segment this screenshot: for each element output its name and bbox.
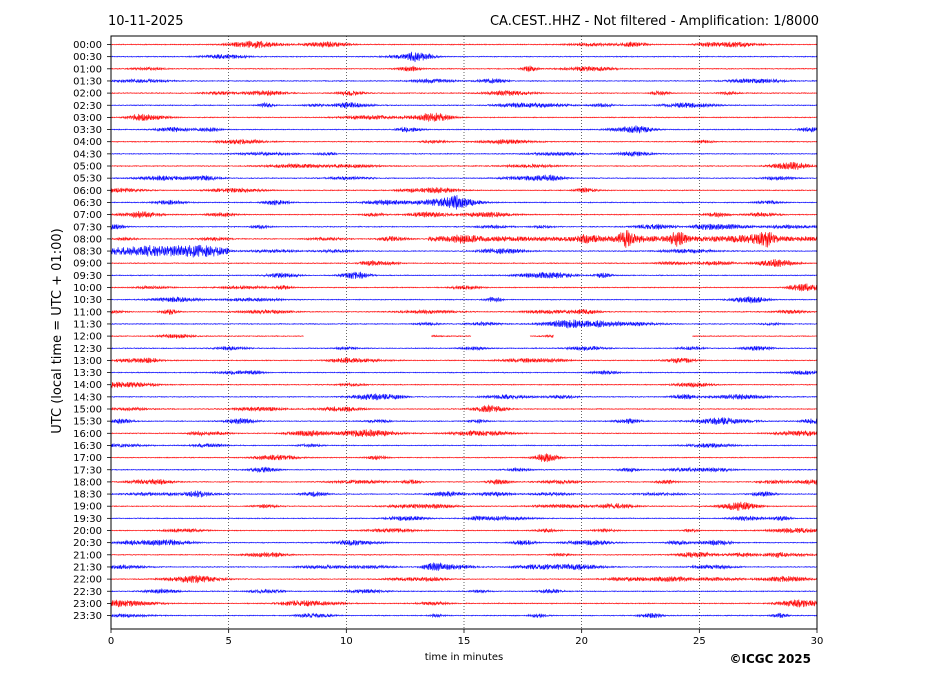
trace-2000 xyxy=(110,527,818,534)
trace-2030 xyxy=(110,539,818,547)
y-tick-label: 03:00 xyxy=(73,113,102,124)
y-tick-label: 14:00 xyxy=(73,380,102,391)
y-tick-label: 06:00 xyxy=(73,186,102,197)
y-tick-label: 05:00 xyxy=(73,162,102,173)
y-tick-label: 13:00 xyxy=(73,356,102,367)
x-tick-label: 0 xyxy=(108,636,114,647)
y-tick-label: 23:00 xyxy=(73,599,102,610)
y-tick-label: 02:00 xyxy=(73,89,102,100)
trace-1000 xyxy=(110,283,818,292)
y-tick-label: 04:00 xyxy=(73,137,102,148)
y-tick-label: 17:00 xyxy=(73,453,102,464)
x-tick-label: 25 xyxy=(693,636,706,647)
y-tick-label: 12:00 xyxy=(73,332,102,343)
x-tick-label: 5 xyxy=(225,636,231,647)
y-tick-label: 09:00 xyxy=(73,259,102,270)
y-tick-label: 18:00 xyxy=(73,477,102,488)
y-tick-label: 08:30 xyxy=(73,247,102,258)
trace-0100 xyxy=(110,65,818,73)
trace-1730 xyxy=(110,466,818,474)
x-tick-label: 10 xyxy=(340,636,353,647)
y-tick-label: 17:30 xyxy=(73,465,102,476)
y-tick-label: 15:30 xyxy=(73,417,102,428)
y-tick-label: 22:00 xyxy=(73,575,102,586)
y-tick-label: 16:00 xyxy=(73,429,102,440)
y-tick-label: 01:30 xyxy=(73,76,102,87)
y-tick-label: 00:30 xyxy=(73,52,102,63)
trace-0800 xyxy=(110,230,818,248)
x-tick-label: 30 xyxy=(811,636,824,647)
x-tick-labels: 0 5 10 15 20 25 30 xyxy=(108,629,824,647)
y-tick-label: 06:30 xyxy=(73,198,102,209)
y-tick-label: 04:30 xyxy=(73,149,102,160)
trace-0930 xyxy=(110,271,818,279)
trace-0630 xyxy=(110,195,818,210)
y-tick-label: 19:30 xyxy=(73,514,102,525)
y-tick-label: 10:30 xyxy=(73,295,102,306)
y-tick-label: 23:30 xyxy=(73,611,102,622)
trace-0900 xyxy=(110,259,818,268)
x-tick-label: 20 xyxy=(575,636,588,647)
y-tick-label: 09:30 xyxy=(73,271,102,282)
copyright-label: ©ICGC 2025 xyxy=(729,652,811,666)
y-tick-label: 22:30 xyxy=(73,587,102,598)
trace-2130 xyxy=(110,562,818,571)
date-label: 10-11-2025 xyxy=(108,14,184,29)
y-tick-label: 18:30 xyxy=(73,490,102,501)
trace-1830 xyxy=(110,490,818,498)
trace-1900 xyxy=(110,501,818,511)
y-axis-label: UTC (local time = UTC + 01:00) xyxy=(50,228,65,433)
trace-0000 xyxy=(110,40,818,49)
y-tick-label: 03:30 xyxy=(73,125,102,136)
trace-2100 xyxy=(110,551,818,559)
y-tick-label: 05:30 xyxy=(73,174,102,185)
y-tick-label: 10:00 xyxy=(73,283,102,294)
y-tick-label: 11:30 xyxy=(73,319,102,330)
y-tick-label: 20:00 xyxy=(73,526,102,537)
y-tick-label: 12:30 xyxy=(73,344,102,355)
trace-1800 xyxy=(110,478,818,486)
y-tick-label: 19:00 xyxy=(73,502,102,513)
y-tick-label: 07:30 xyxy=(73,222,102,233)
y-tick-label: 20:30 xyxy=(73,538,102,549)
trace-1030 xyxy=(110,296,818,304)
trace-1700 xyxy=(110,453,818,463)
y-tick-label: 02:30 xyxy=(73,101,102,112)
trace-1930 xyxy=(110,515,818,522)
grid-lines xyxy=(228,36,700,629)
y-tick-label: 21:30 xyxy=(73,562,102,573)
y-tick-label: 15:00 xyxy=(73,405,102,416)
y-tick-label: 08:00 xyxy=(73,234,102,245)
y-tick-label: 07:00 xyxy=(73,210,102,221)
y-tick-label: 00:00 xyxy=(73,40,102,51)
plot-frame xyxy=(110,35,818,630)
y-tick-label: 13:30 xyxy=(73,368,102,379)
y-tick-label: 21:00 xyxy=(73,550,102,561)
y-tick-label: 14:30 xyxy=(73,392,102,403)
x-tick-label: 15 xyxy=(458,636,471,647)
trace-0700 xyxy=(110,210,818,219)
y-tick-label: 16:30 xyxy=(73,441,102,452)
y-tick-label: 11:00 xyxy=(73,307,102,318)
trace-0130 xyxy=(110,77,818,84)
trace-0830 xyxy=(110,244,818,258)
x-axis-label: time in minutes xyxy=(425,652,504,663)
chart-title: CA.CEST..HHZ - Not filtered - Amplificat… xyxy=(490,14,819,29)
trace-1200 xyxy=(110,333,818,339)
y-tick-label: 01:00 xyxy=(73,64,102,75)
trace-0730 xyxy=(110,223,818,230)
